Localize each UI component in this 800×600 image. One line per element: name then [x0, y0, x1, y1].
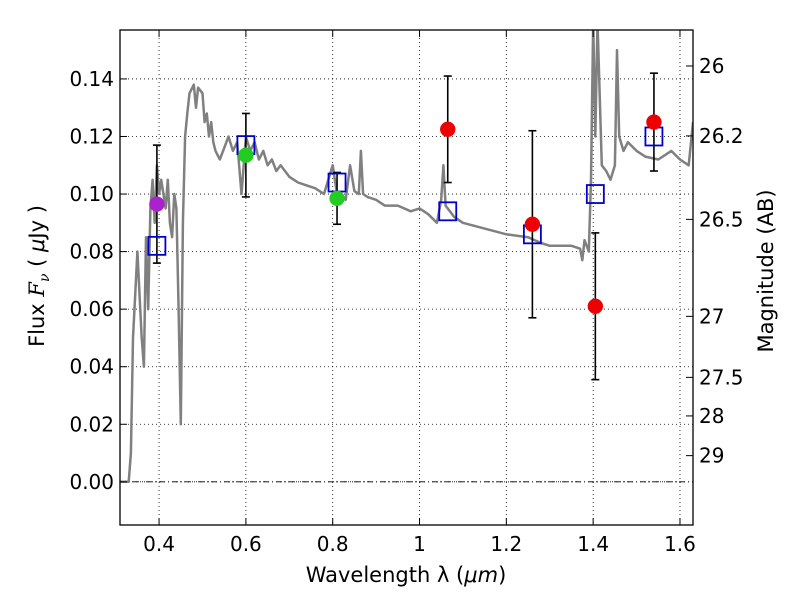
observed-point	[524, 216, 541, 233]
y-tick-label: 0.02	[69, 412, 114, 436]
y-tick-label: 0.10	[69, 182, 114, 206]
x-axis-title: Wavelength λ (μm)	[306, 563, 507, 587]
x-tick-label: 1.2	[490, 532, 522, 556]
mag-tick-label: 27	[699, 304, 724, 328]
y-tick-label: 0.14	[69, 67, 114, 91]
x-tick-label: 0.6	[230, 532, 262, 556]
observed-photometry	[149, 114, 662, 315]
spectrum-line	[120, 30, 693, 484]
model-point	[438, 201, 458, 222]
observed-point	[646, 114, 662, 130]
y-axis-ticks: 0.00 0.02 0.04 0.06 0.08 0.10 0.12 0.14	[69, 67, 127, 494]
template-spectrum	[120, 30, 693, 484]
observed-point	[439, 121, 456, 138]
x-tick-label: 1	[413, 532, 426, 556]
x-axis-ticks: 0.4 0.6 0.8 1 1.2 1.4 1.6	[143, 30, 696, 556]
y-tick-label: 0.00	[69, 470, 114, 494]
model-point	[147, 235, 167, 256]
y-tick-label: 0.12	[69, 124, 114, 148]
model-point	[585, 184, 605, 204]
y-tick-label: 0.04	[69, 355, 114, 379]
observed-point	[238, 147, 254, 163]
right-axis-title: Magnitude (AB)	[754, 189, 778, 352]
y-axis-title: Flux Fν ( μJy )	[25, 205, 53, 347]
x-tick-label: 0.8	[317, 532, 349, 556]
x-tick-label: 1.6	[664, 532, 696, 556]
error-bars	[152, 72, 658, 381]
y-tick-label: 0.08	[69, 240, 114, 264]
x-tick-label: 0.4	[143, 532, 175, 556]
magnitude-axis-ticks: 26 26.2 26.5 27 27.5 28 29	[686, 54, 744, 468]
x-tick-label: 1.4	[577, 532, 609, 556]
mag-tick-label: 29	[699, 444, 724, 468]
y-tick-label: 0.06	[69, 297, 114, 321]
grid-lines	[120, 30, 693, 525]
mag-tick-label: 28	[699, 404, 724, 428]
observed-point	[149, 196, 165, 212]
mag-tick-label: 26.5	[699, 207, 744, 231]
observed-point	[329, 190, 345, 207]
mag-tick-label: 26.2	[699, 124, 744, 148]
observed-point	[587, 298, 604, 315]
plot-frame	[119, 29, 694, 526]
mag-tick-label: 27.5	[699, 365, 744, 389]
mag-tick-label: 26	[699, 54, 724, 78]
